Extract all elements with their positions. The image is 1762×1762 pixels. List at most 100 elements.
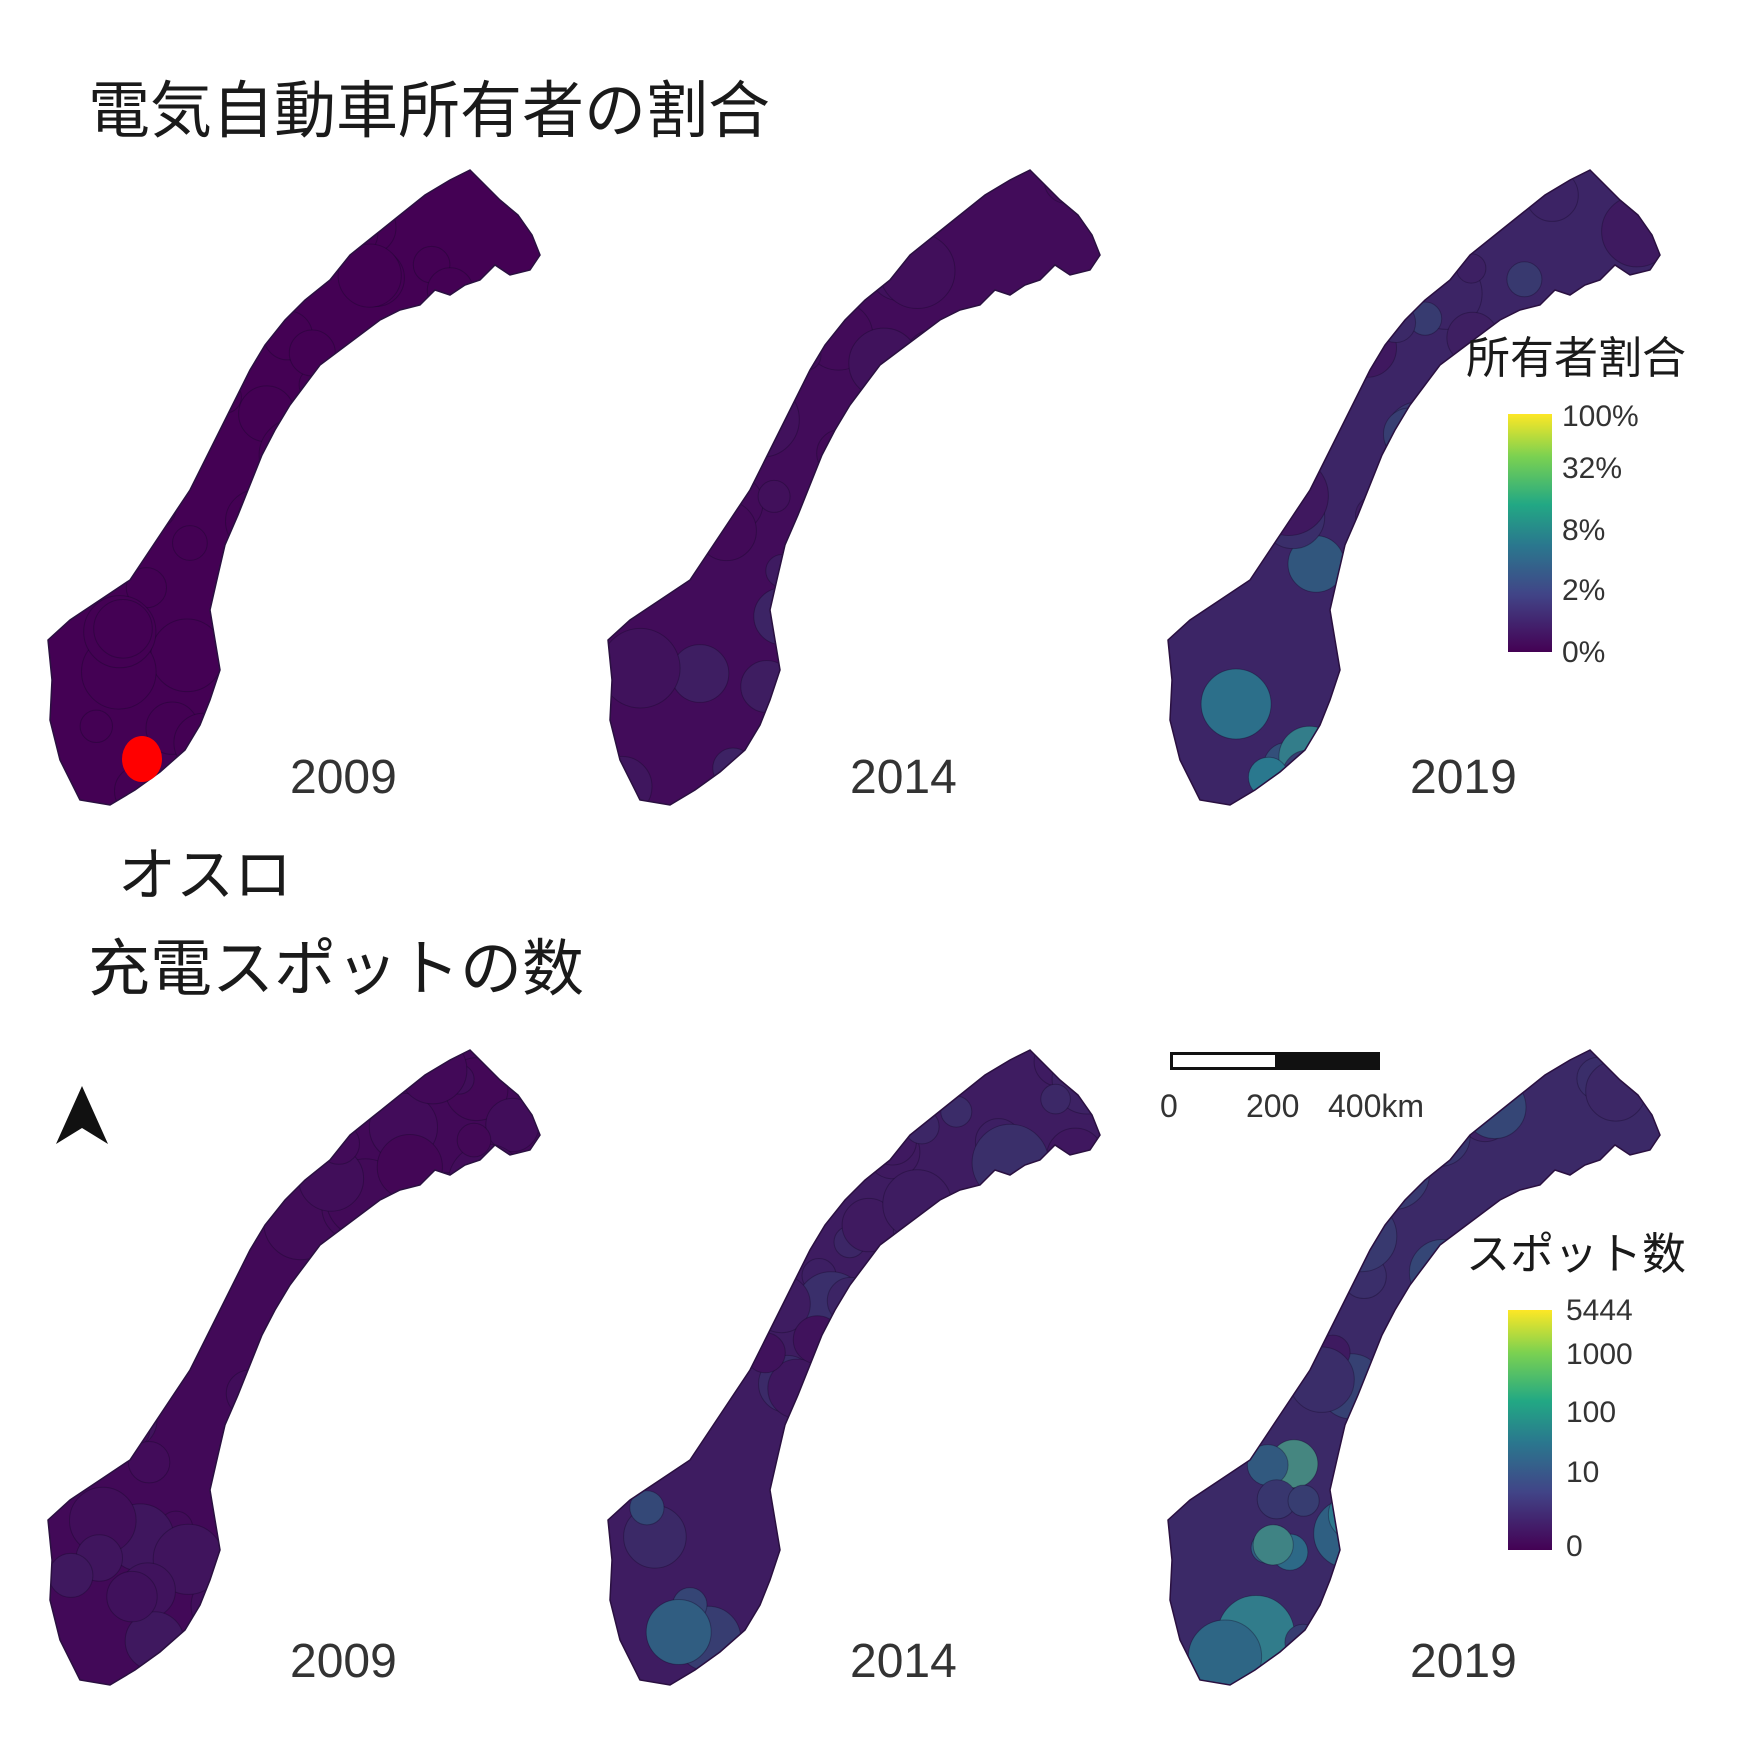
region-patch (1322, 170, 1365, 213)
region-patch (810, 250, 865, 305)
region-patch (662, 170, 735, 219)
region-patch (495, 483, 527, 515)
region-patch (1341, 1154, 1392, 1206)
region-patch (1200, 668, 1272, 740)
region-patch (1392, 1455, 1435, 1499)
region-patch (461, 679, 530, 748)
region-patch (1382, 608, 1426, 652)
region-patch (848, 327, 920, 399)
region-patch (1031, 1298, 1100, 1379)
region-patch (225, 293, 275, 343)
region-patch (816, 429, 865, 478)
region-patch (980, 612, 1037, 669)
region-patch (770, 208, 827, 265)
region-patch (626, 1071, 676, 1121)
scale-bar-label: 400km (1328, 1088, 1425, 1124)
ownership-legend-tick: 8% (1562, 514, 1606, 547)
country-fill (48, 170, 540, 805)
region-patch (764, 1629, 814, 1678)
region-patch (273, 510, 308, 546)
chargers-section-title: 充電スポットの数 (88, 932, 585, 1005)
region-patch (499, 1219, 535, 1255)
map-year-label: 2009 (290, 751, 397, 804)
chargers-legend-colorbar (1508, 1310, 1552, 1550)
region-patch (608, 1160, 673, 1237)
region-patch (1014, 572, 1063, 621)
region-patch (1356, 1136, 1431, 1211)
region-patch (227, 1050, 287, 1097)
region-patch (244, 691, 305, 751)
region-patch (768, 314, 811, 357)
region-patch (1325, 1200, 1398, 1273)
region-patch (290, 423, 326, 459)
region-patch (1617, 768, 1660, 805)
region-patch (1247, 756, 1290, 798)
map-year-label: 2019 (1410, 751, 1517, 804)
region-patch (1266, 308, 1315, 357)
scale-bar (1170, 1052, 1380, 1070)
region-patch (971, 1123, 1050, 1202)
region-patch (1190, 1350, 1268, 1429)
region-patch (100, 1391, 158, 1449)
region-patch (291, 1562, 334, 1605)
region-patch (980, 610, 1046, 676)
region-patch (48, 1238, 99, 1304)
scale-bar-label: 0 (1160, 1088, 1178, 1124)
region-patch (1383, 407, 1437, 461)
region-patch (267, 1050, 306, 1085)
region-patch (1252, 1524, 1294, 1566)
region-patch (420, 418, 454, 453)
country-fill (1168, 170, 1660, 805)
region-patch (276, 658, 349, 732)
region-patch (1506, 261, 1543, 298)
region-patch (758, 1161, 794, 1197)
region-patch (1045, 1484, 1100, 1562)
norway-map-ownership-2009 (47, 169, 541, 806)
region-patch (150, 293, 218, 361)
region-patch (1609, 631, 1644, 666)
region-patch (912, 170, 943, 200)
region-patch (69, 380, 111, 421)
region-patch (863, 513, 900, 550)
chargers-legend-tick: 10 (1566, 1456, 1600, 1489)
region-patch (1399, 1498, 1462, 1562)
region-patch (309, 394, 378, 464)
region-patch (1007, 1543, 1041, 1577)
region-patch (92, 1155, 139, 1201)
region-patch (1379, 1557, 1453, 1632)
region-patch (1044, 1227, 1100, 1305)
region-patch (337, 243, 402, 308)
region-patch (1184, 1207, 1255, 1278)
region-patch (1016, 372, 1059, 415)
region-patch (644, 462, 696, 514)
region-patch (50, 403, 115, 468)
region-patch (645, 1599, 712, 1665)
region-patch (172, 525, 208, 561)
map-year-label: 2014 (850, 751, 957, 804)
region-patch (375, 554, 419, 598)
region-patch (620, 374, 668, 422)
region-patch (933, 171, 970, 207)
region-patch (1434, 1396, 1464, 1427)
region-patch (318, 436, 353, 471)
region-patch (608, 314, 644, 350)
region-patch (1347, 221, 1407, 281)
region-patch (1620, 272, 1656, 308)
region-patch (890, 401, 924, 436)
region-patch (1601, 195, 1660, 268)
region-patch (463, 515, 497, 550)
region-patch (122, 186, 156, 220)
region-patch (506, 1331, 537, 1362)
north-arrow-icon (56, 1086, 108, 1144)
map-year-label: 2014 (850, 1635, 957, 1688)
region-patch (1337, 318, 1398, 378)
region-patch (868, 1116, 918, 1166)
region-patch (447, 1143, 526, 1222)
region-patch (454, 1324, 503, 1373)
region-patch (236, 485, 313, 562)
region-patch (239, 1421, 310, 1492)
region-patch (190, 1608, 230, 1648)
region-patch (1354, 494, 1397, 537)
region-patch (1595, 1584, 1657, 1645)
ownership-legend-title: 所有者割合 (1466, 333, 1686, 384)
